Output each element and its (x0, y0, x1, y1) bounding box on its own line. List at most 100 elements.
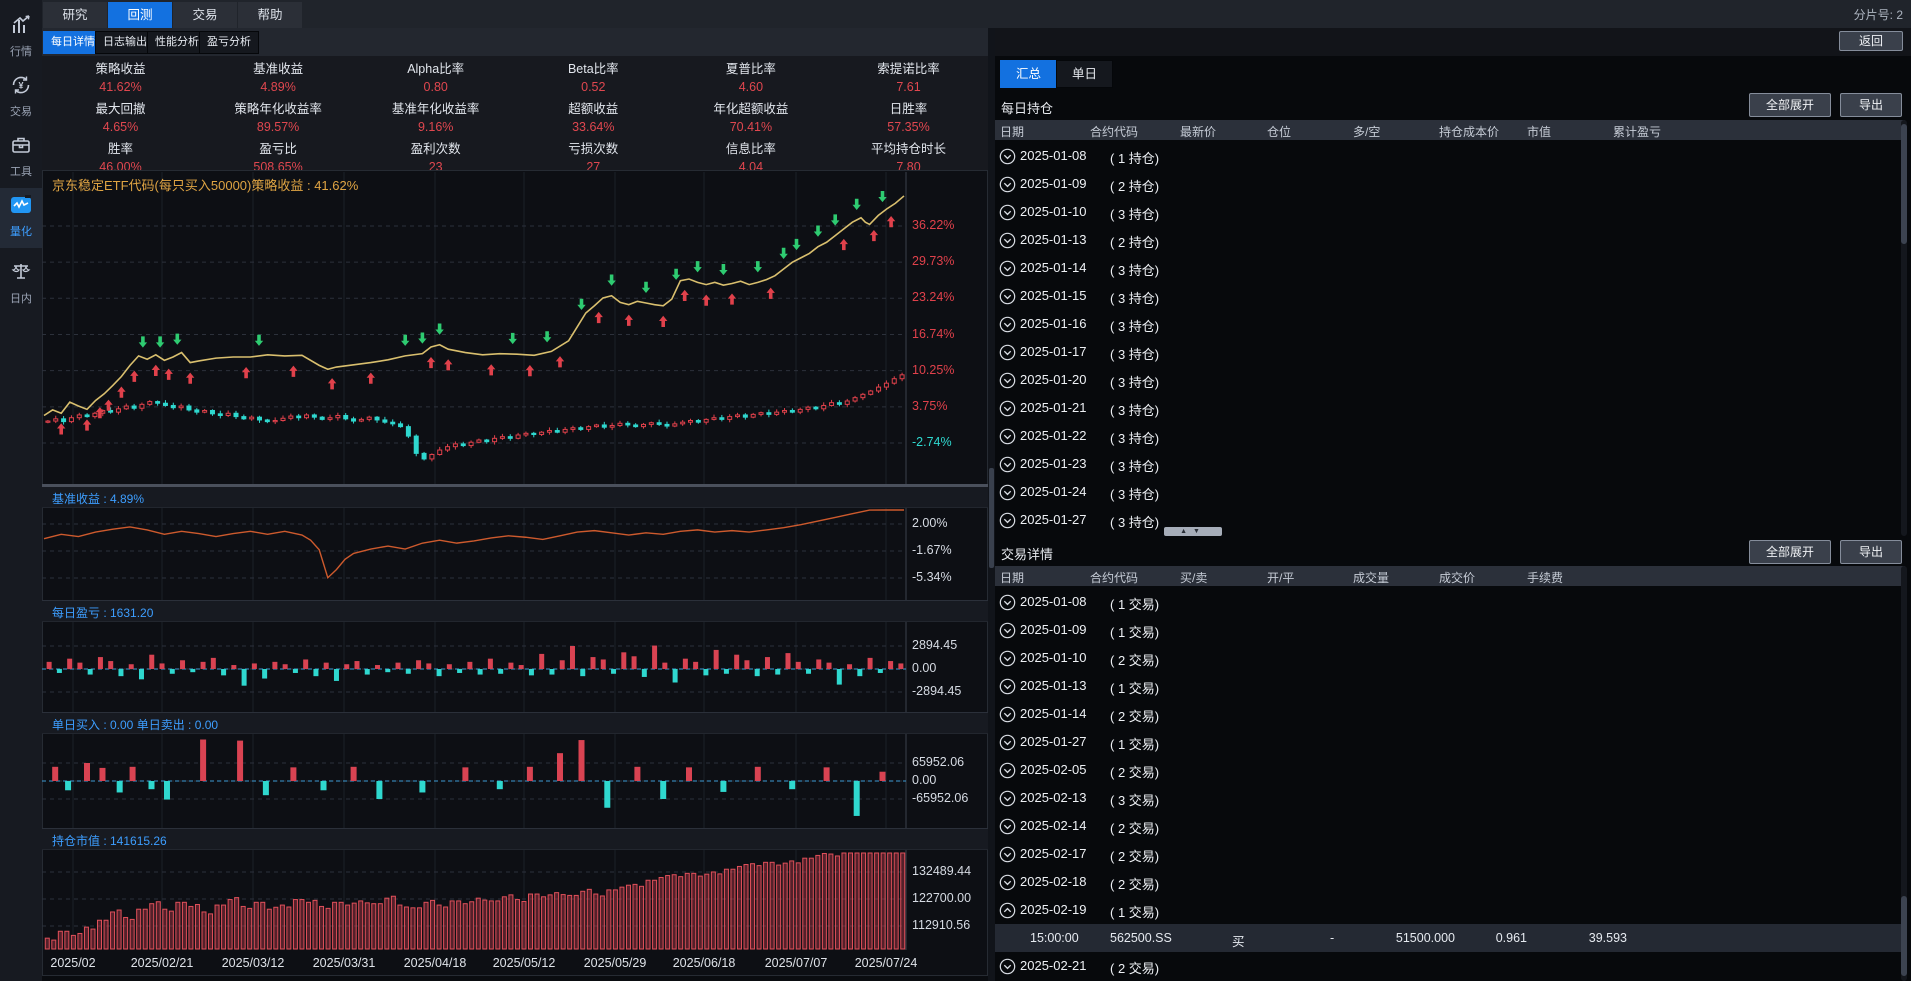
trade-row[interactable]: 2025-02-21( 2 交易) (995, 952, 1905, 980)
row-date: 2025-01-23 (1020, 456, 1087, 471)
top-tab-2[interactable]: 回测 (108, 2, 172, 28)
chevron-down-icon[interactable] (999, 344, 1016, 361)
position-row[interactable]: 2025-01-27( 3 持仓) (995, 506, 1905, 534)
positions-expand-all-button[interactable]: 全部展开 (1749, 93, 1831, 117)
summary-tab-1[interactable]: 汇总 (1000, 60, 1057, 88)
position-row[interactable]: 2025-01-14( 3 持仓) (995, 254, 1905, 282)
chevron-down-icon[interactable] (999, 176, 1016, 193)
top-tab-1[interactable]: 研究 (43, 2, 107, 28)
stat-10: 超额收益33.64% (515, 98, 672, 134)
position-row-partial[interactable] (995, 534, 1905, 536)
y-axis-label: 65952.06 (912, 755, 964, 769)
row-date: 2025-01-20 (1020, 372, 1087, 387)
position-row[interactable]: 2025-01-23( 3 持仓) (995, 450, 1905, 478)
chevron-down-icon[interactable] (999, 874, 1016, 891)
chevron-down-icon[interactable] (999, 400, 1016, 417)
chevron-down-icon[interactable] (999, 456, 1016, 473)
chevron-down-icon[interactable] (999, 650, 1016, 667)
daily-pnl-chart (42, 622, 988, 712)
summary-tab-2[interactable]: 单日 (1056, 60, 1113, 88)
splitter-handle[interactable] (989, 468, 994, 568)
positions-table-header: 日期合约代码最新价仓位多/空持仓成本价市值累计盈亏 (995, 120, 1905, 140)
position-row[interactable]: 2025-01-20( 3 持仓) (995, 366, 1905, 394)
chevron-down-icon[interactable] (999, 734, 1016, 751)
trades-export-button[interactable]: 导出 (1840, 540, 1902, 564)
stat-label: 最大回撤 (42, 98, 199, 117)
trade-row[interactable]: 2025-02-13( 3 交易) (995, 784, 1905, 812)
chevron-down-icon[interactable] (999, 706, 1016, 723)
chevron-down-icon[interactable] (999, 260, 1016, 277)
trade-row[interactable]: 2025-01-10( 2 交易) (995, 644, 1905, 672)
position-row[interactable]: 2025-01-24( 3 持仓) (995, 478, 1905, 506)
trade-row[interactable]: 2025-02-05( 2 交易) (995, 756, 1905, 784)
chevron-down-icon[interactable] (999, 428, 1016, 445)
trade-row[interactable]: 2025-01-14( 2 交易) (995, 700, 1905, 728)
chevron-down-icon[interactable] (999, 790, 1016, 807)
trade-row[interactable]: 2025-01-08( 1 交易) (995, 588, 1905, 616)
trade-row[interactable]: 2025-01-09( 1 交易) (995, 616, 1905, 644)
tables-mini-scrollbar[interactable]: ▲▼ (1164, 527, 1222, 536)
position-row[interactable]: 2025-01-10( 3 持仓) (995, 198, 1905, 226)
column-header: 开/平 (1267, 569, 1294, 586)
sidebar-item-2[interactable]: ¥交易 (0, 68, 42, 128)
chevron-down-icon[interactable] (999, 148, 1016, 165)
positions-section-title: 每日持仓 (1001, 98, 1053, 117)
sub-tab-3[interactable]: 性能分析 (147, 31, 207, 54)
chevron-down-icon[interactable] (999, 232, 1016, 249)
position-row[interactable]: 2025-01-15( 3 持仓) (995, 282, 1905, 310)
chevron-down-icon[interactable] (999, 762, 1016, 779)
top-tab-4[interactable]: 帮助 (238, 2, 302, 28)
chevron-down-icon[interactable] (999, 594, 1016, 611)
positions-export-button[interactable]: 导出 (1840, 93, 1902, 117)
trades-scrollbar[interactable] (1901, 566, 1907, 981)
trades-expand-all-button[interactable]: 全部展开 (1749, 540, 1831, 564)
chevron-down-icon[interactable] (999, 288, 1016, 305)
chevron-down-icon[interactable] (999, 818, 1016, 835)
position-row[interactable]: 2025-01-17( 3 持仓) (995, 338, 1905, 366)
detail-cell: 562500.SS (1110, 931, 1205, 945)
row-date: 2025-01-13 (1020, 232, 1087, 247)
trade-row[interactable]: 2025-02-18( 2 交易) (995, 868, 1905, 896)
sidebar-item-1[interactable]: 行情 (0, 8, 42, 68)
position-row[interactable]: 2025-01-13( 2 持仓) (995, 226, 1905, 254)
trade-row[interactable]: 2025-01-27( 1 交易) (995, 728, 1905, 756)
trade-row[interactable]: 2025-01-13( 1 交易) (995, 672, 1905, 700)
sub-tab-1[interactable]: 每日详情 (43, 31, 103, 54)
chevron-down-icon[interactable] (999, 958, 1016, 975)
position-row[interactable]: 2025-01-09( 2 持仓) (995, 170, 1905, 198)
sidebar-item-4[interactable]: 量化 (0, 188, 42, 248)
chevron-down-icon[interactable] (999, 678, 1016, 695)
chevron-down-icon[interactable] (999, 372, 1016, 389)
position-row[interactable]: 2025-01-22( 3 持仓) (995, 422, 1905, 450)
sidebar-item-3[interactable]: 工具 (0, 128, 42, 188)
chevron-down-icon[interactable] (999, 316, 1016, 333)
position-row[interactable]: 2025-01-08( 1 持仓) (995, 142, 1905, 170)
chevron-up-icon[interactable] (999, 902, 1016, 919)
trade-row[interactable]: 2025-02-17( 2 交易) (995, 840, 1905, 868)
sidebar-item-5[interactable]: 日内 (0, 255, 42, 315)
y-axis-label: 2894.45 (912, 638, 957, 652)
chevron-down-icon[interactable] (999, 622, 1016, 639)
row-count: ( 3 持仓) (1110, 400, 1159, 419)
position-row[interactable]: 2025-01-21( 3 持仓) (995, 394, 1905, 422)
position-row[interactable]: 2025-01-16( 3 持仓) (995, 310, 1905, 338)
position-value-chart-header: 持仓市值 : 141615.26 (42, 828, 988, 850)
panel-splitter[interactable] (988, 28, 995, 981)
chevron-down-icon[interactable] (999, 846, 1016, 863)
stat-label: 盈利次数 (357, 138, 514, 157)
trade-row[interactable]: 2025-02-14( 2 交易) (995, 812, 1905, 840)
sub-tab-2[interactable]: 日志输出 (95, 31, 155, 54)
back-button[interactable]: 返回 (1839, 31, 1903, 51)
chevron-down-icon[interactable] (999, 512, 1016, 529)
chevron-down-icon[interactable] (999, 484, 1016, 501)
trade-row[interactable]: 2025-02-19( 1 交易) (995, 896, 1905, 924)
svg-text:¥: ¥ (18, 81, 23, 91)
positions-scrollbar[interactable] (1901, 120, 1907, 536)
top-tab-3[interactable]: 交易 (173, 2, 237, 28)
chevron-down-icon[interactable] (999, 204, 1016, 221)
y-axis-label: 2.00% (912, 516, 947, 530)
stat-label: 胜率 (42, 138, 199, 157)
chart-divider[interactable] (42, 484, 988, 487)
trades-section-title: 交易详情 (1001, 544, 1053, 563)
sub-tab-4[interactable]: 盈亏分析 (199, 31, 259, 54)
